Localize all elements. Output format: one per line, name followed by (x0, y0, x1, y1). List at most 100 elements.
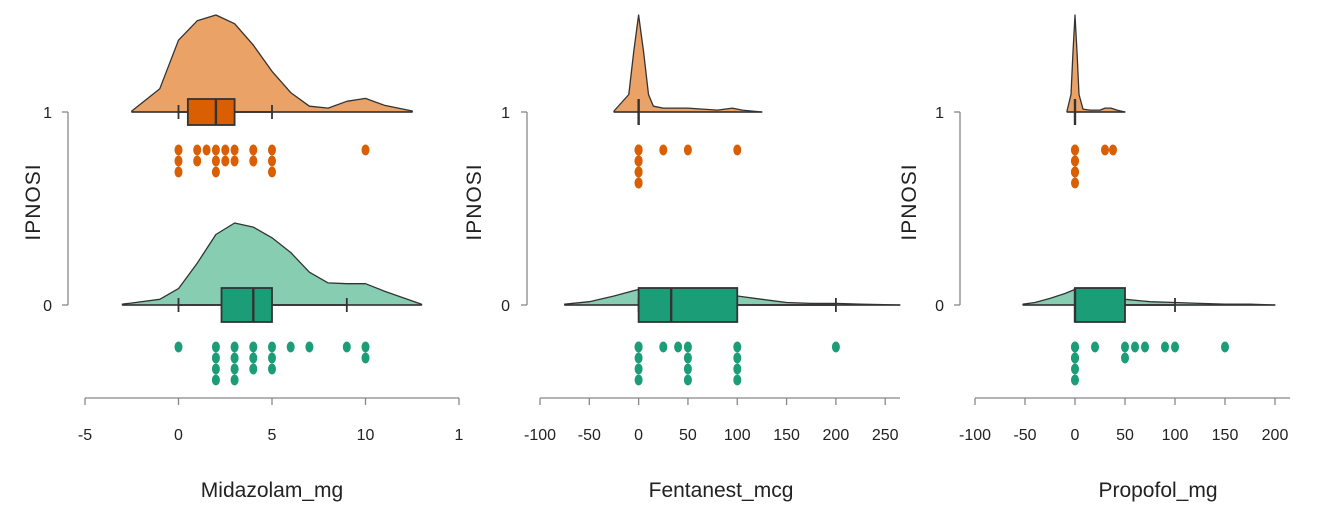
x-tick-label: -50 (1013, 427, 1036, 444)
data-point-group-0 (659, 341, 668, 353)
data-point-group-0 (211, 352, 220, 364)
data-point-group-0 (1071, 363, 1079, 375)
data-point-group-0 (1221, 341, 1229, 353)
data-point-group-0 (634, 363, 643, 375)
y-axis-title: IPNOSI (898, 163, 921, 240)
data-point-group-1 (174, 155, 183, 167)
panel-propofol: 1 0 IPNOSI Propofol_mg -100 -50 0 50 100 150 2… (898, 14, 1290, 502)
data-point-group-0 (634, 374, 643, 386)
data-point-group-1 (211, 155, 220, 167)
y-tick-label-1: 1 (501, 105, 510, 122)
x-tick-label: -100 (524, 427, 556, 444)
data-point-group-0 (230, 363, 239, 375)
data-point-group-1 (1071, 155, 1079, 167)
data-point-group-0 (683, 341, 692, 353)
data-point-group-0 (249, 352, 258, 364)
x-axis-title: Midazolam_mg (201, 479, 343, 502)
box-group-0 (220, 287, 273, 323)
x-tick-label: 150 (773, 427, 800, 444)
data-point-group-0 (634, 341, 643, 353)
x-axis-title: Fentanest_mcg (649, 479, 794, 502)
data-point-group-0 (831, 341, 840, 353)
data-point-group-0 (1131, 341, 1139, 353)
x-tick-label: -5 (78, 427, 92, 444)
data-point-group-1 (174, 144, 183, 156)
data-point-group-0 (1141, 341, 1149, 353)
x-tick-label: 10 (357, 427, 375, 444)
data-point-group-1 (634, 166, 643, 178)
data-point-group-0 (286, 341, 295, 353)
data-point-group-0 (733, 374, 742, 386)
data-point-group-0 (268, 352, 276, 364)
data-point-group-1 (211, 166, 220, 178)
data-point-group-0 (361, 341, 370, 353)
data-point-group-0 (342, 341, 351, 353)
data-point-group-1 (634, 177, 643, 189)
density-group-1 (131, 14, 413, 113)
data-point-group-1 (659, 144, 668, 156)
data-point-group-1 (1071, 177, 1079, 189)
data-point-group-1 (1071, 144, 1079, 156)
data-point-group-1 (230, 155, 239, 167)
x-axis-title: Propofol_mg (1098, 479, 1217, 502)
data-point-group-0 (1071, 352, 1079, 364)
x-tick-label: 0 (1071, 427, 1080, 444)
data-point-group-0 (230, 341, 239, 353)
data-point-group-0 (1121, 341, 1129, 353)
data-point-group-1 (634, 144, 643, 156)
density-group-1 (613, 14, 763, 113)
panel-fentanest: 1 0 IPNOSI Fentanest_mcg -100 -50 0 50 100 15… (463, 14, 901, 502)
data-point-group-1 (268, 144, 276, 156)
data-point-group-0 (733, 341, 742, 353)
data-point-group-0 (249, 341, 258, 353)
data-point-group-1 (268, 166, 276, 178)
x-tick-label: -50 (578, 427, 601, 444)
x-tick-label: 250 (872, 427, 899, 444)
x-tick-label: -100 (959, 427, 991, 444)
data-point-group-0 (683, 352, 692, 364)
y-tick-label-1: 1 (935, 105, 944, 122)
data-point-group-0 (305, 341, 314, 353)
data-point-group-1 (268, 155, 276, 167)
y-tick-label-1: 1 (43, 105, 52, 122)
x-tick-label: 50 (1116, 427, 1134, 444)
data-point-group-0 (733, 363, 742, 375)
x-tick-label: 0 (174, 427, 183, 444)
data-point-group-0 (1161, 341, 1169, 353)
data-point-group-1 (174, 166, 183, 178)
x-tick-label: 100 (724, 427, 751, 444)
data-point-group-1 (249, 155, 258, 167)
data-point-group-0 (211, 363, 220, 375)
y-tick-label-0: 0 (501, 298, 510, 315)
data-point-group-0 (674, 341, 683, 353)
data-point-group-1 (202, 144, 211, 156)
data-point-group-1 (733, 144, 742, 156)
y-tick-label-0: 0 (43, 298, 52, 315)
data-point-group-0 (683, 374, 692, 386)
x-tick-label: 0 (634, 427, 643, 444)
data-point-group-1 (230, 144, 239, 156)
data-point-group-0 (230, 352, 239, 364)
data-point-group-1 (193, 144, 202, 156)
data-point-group-1 (1109, 144, 1117, 156)
data-point-group-0 (634, 352, 643, 364)
y-axis-title: IPNOSI (463, 163, 486, 240)
data-point-group-0 (1071, 341, 1079, 353)
density-group-0 (121, 222, 423, 306)
data-point-group-0 (211, 374, 220, 386)
box-group-1 (186, 98, 236, 126)
data-point-group-1 (221, 155, 230, 167)
panel-midazolam: 1 0 IPNOSI Midazolam_mg -5 0 5 10 1 (22, 14, 464, 502)
data-point-group-0 (211, 341, 220, 353)
density-group-0 (1022, 288, 1276, 306)
x-tick-label: 5 (268, 427, 277, 444)
data-point-group-0 (268, 363, 276, 375)
data-point-group-1 (361, 144, 370, 156)
y-axis-title: IPNOSI (22, 163, 45, 240)
data-point-group-1 (221, 144, 230, 156)
x-tick-label: 100 (1162, 427, 1189, 444)
x-tick-label: 200 (823, 427, 850, 444)
data-point-group-1 (211, 144, 220, 156)
data-point-group-1 (1071, 166, 1079, 178)
